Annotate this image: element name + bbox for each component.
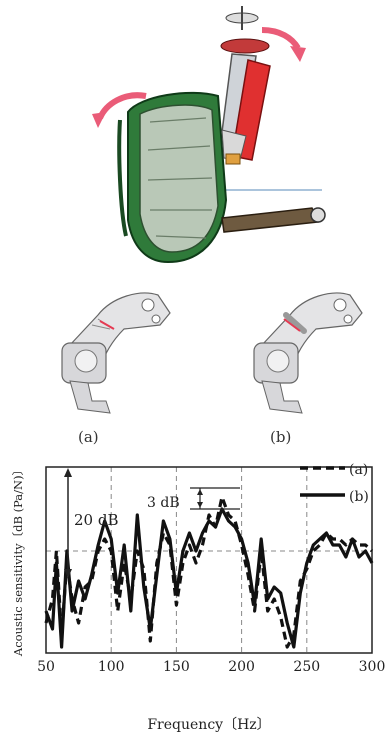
x-tick-labels: 50 100 150 200 250 300 <box>37 659 385 675</box>
series-layer <box>44 495 374 649</box>
rib-marker-b <box>283 318 301 332</box>
x-tick-label: 250 <box>293 659 320 675</box>
x-tick-label: 100 <box>98 659 125 675</box>
knuckle-b-illustration <box>253 292 363 414</box>
panel-label-a: (a) <box>78 428 99 446</box>
rotation-arrow-right <box>261 27 306 62</box>
range-20db-annotation <box>64 468 72 578</box>
x-axis-label: Frequency〔Hz〕 <box>147 717 270 733</box>
label-3db: 3 dB <box>147 495 180 511</box>
suspension-assembly-illustration <box>92 6 326 264</box>
panel-label-b: (b) <box>270 428 292 446</box>
legend-label-b: (b) <box>349 489 369 505</box>
rib-marker-a <box>99 320 115 330</box>
x-tick-label: 50 <box>37 659 55 675</box>
knuckle-variants <box>61 292 363 414</box>
x-tick-label: 300 <box>359 659 386 675</box>
series-line-b <box>44 507 374 649</box>
delta-3db-annotation <box>190 487 240 510</box>
x-tick-label: 150 <box>163 659 190 675</box>
knuckle-a-illustration <box>61 292 171 414</box>
strut-damper <box>220 6 271 165</box>
legend-label-a: (a) <box>349 462 368 478</box>
acoustic-sensitivity-chart: 50 100 150 200 250 300 20 dB 3 dB (a) (b) Fre… <box>11 462 385 733</box>
chart-legend: (a) (b) <box>300 462 369 505</box>
label-20db: 20 dB <box>74 511 118 529</box>
y-axis-label: Acoustic sensitivity〔dB (Pa/N)〕 <box>11 464 25 657</box>
x-tick-label: 200 <box>228 659 255 675</box>
tire-wheel <box>117 91 228 264</box>
rotation-arrow-left <box>92 92 147 128</box>
lower-arm <box>221 207 326 233</box>
